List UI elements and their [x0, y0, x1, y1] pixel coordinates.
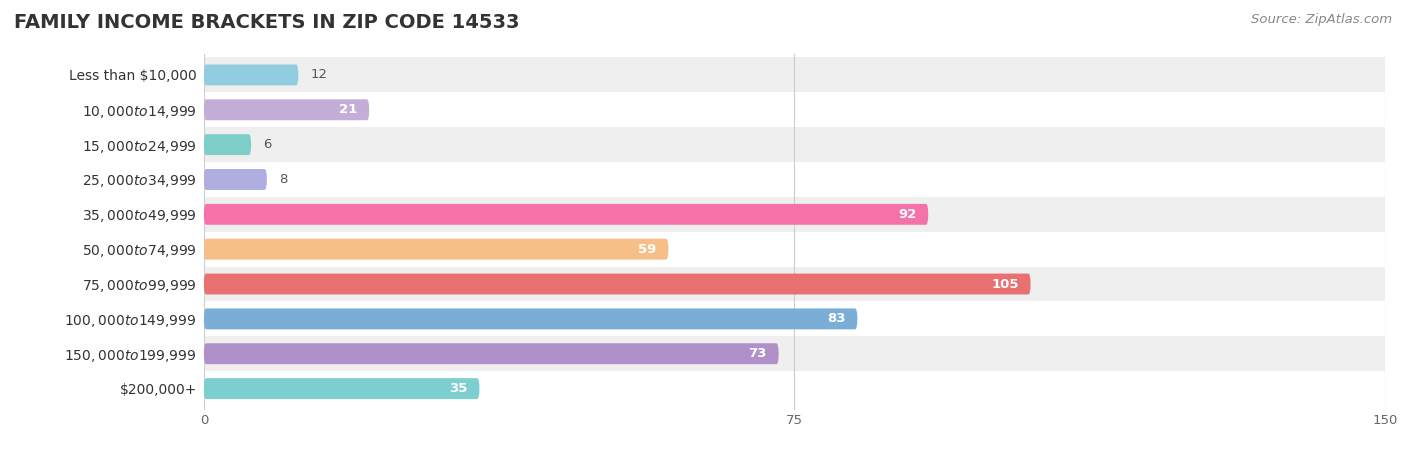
FancyBboxPatch shape — [204, 64, 298, 86]
Bar — [204, 162, 1385, 197]
FancyBboxPatch shape — [204, 343, 779, 364]
FancyBboxPatch shape — [204, 204, 928, 225]
Bar — [204, 197, 1385, 232]
Bar — [204, 92, 1385, 127]
FancyBboxPatch shape — [204, 378, 479, 399]
Text: FAMILY INCOME BRACKETS IN ZIP CODE 14533: FAMILY INCOME BRACKETS IN ZIP CODE 14533 — [14, 14, 520, 32]
Bar — [204, 371, 1385, 406]
FancyBboxPatch shape — [204, 274, 1031, 294]
Text: 59: 59 — [638, 243, 657, 256]
Text: Source: ZipAtlas.com: Source: ZipAtlas.com — [1251, 14, 1392, 27]
FancyBboxPatch shape — [204, 169, 267, 190]
Text: 92: 92 — [898, 208, 917, 221]
Bar — [204, 127, 1385, 162]
Text: 105: 105 — [991, 278, 1019, 291]
Text: 35: 35 — [450, 382, 468, 395]
Bar — [204, 58, 1385, 92]
Text: 8: 8 — [278, 173, 287, 186]
Text: 12: 12 — [311, 68, 328, 81]
Bar — [204, 232, 1385, 266]
Bar — [204, 266, 1385, 302]
Bar — [204, 302, 1385, 336]
Text: 6: 6 — [263, 138, 271, 151]
FancyBboxPatch shape — [204, 238, 668, 260]
Text: 21: 21 — [339, 103, 357, 116]
Text: 73: 73 — [748, 347, 766, 360]
Bar — [204, 336, 1385, 371]
Text: 83: 83 — [827, 312, 845, 325]
FancyBboxPatch shape — [204, 99, 370, 120]
FancyBboxPatch shape — [204, 134, 252, 155]
FancyBboxPatch shape — [204, 308, 858, 329]
